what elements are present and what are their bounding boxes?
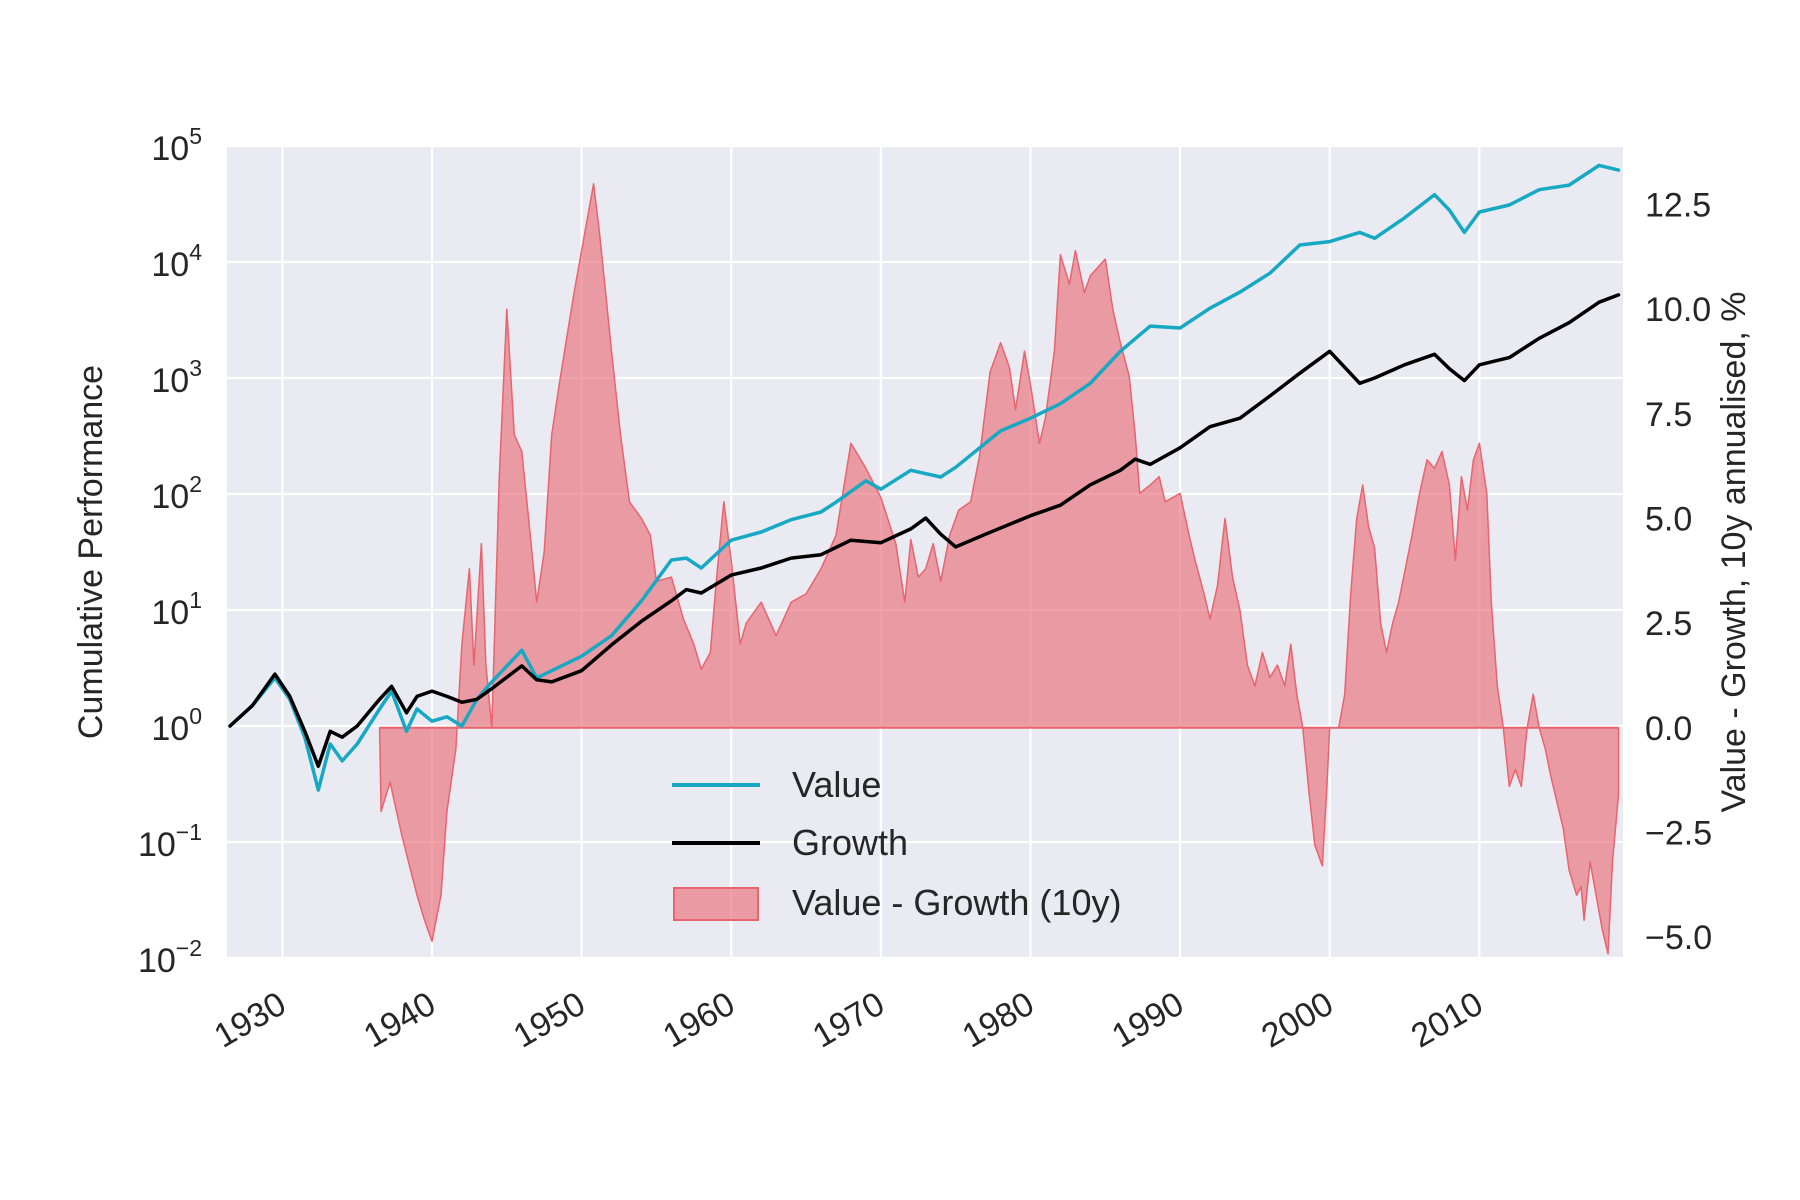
line-series-growth [228, 293, 1621, 768]
legend-label-spread: Value - Growth (10y) [792, 882, 1121, 923]
y-left-tick-label: 101 [151, 587, 202, 632]
y-axis-left-label: Cumulative Performance [72, 365, 110, 739]
y-right-tick-label: 7.5 [1645, 396, 1692, 434]
y-axis-right: −5.0 −2.5 0.0 2.5 5.0 7.5 10.0 12.5 [1645, 187, 1712, 957]
x-tick-label: 1990 [1106, 985, 1191, 1056]
legend: Value Growth Value - Growth (10y) [672, 764, 1121, 923]
y-left-tick-label: 10−1 [138, 819, 202, 864]
x-tick-label: 1980 [956, 985, 1041, 1056]
legend-swatch-spread [673, 887, 759, 921]
line-series-value [228, 163, 1621, 792]
x-tick-label: 1970 [806, 985, 891, 1056]
x-tick-label: 2000 [1255, 985, 1340, 1056]
y-right-tick-label: 12.5 [1645, 187, 1711, 225]
y-right-tick-label: −5.0 [1645, 919, 1712, 957]
x-tick-label: 2010 [1405, 985, 1490, 1056]
legend-label-growth: Growth [792, 822, 908, 863]
y-left-tick-label: 100 [151, 703, 202, 748]
x-tick-label: 1950 [507, 985, 592, 1056]
y-axis-right-label: Value - Growth, 10y annualised, % [1715, 292, 1753, 813]
x-axis: 1930 1940 1950 1960 1970 1980 1990 2000 2010 [208, 985, 1490, 1056]
area-layer [378, 182, 1620, 955]
x-tick-label: 1960 [657, 985, 742, 1056]
area-series-value-minus-growth [378, 182, 1620, 955]
line-layer [228, 163, 1621, 792]
y-axis-left: 10−2 10−1 100 101 102 103 104 105 [138, 123, 202, 980]
y-right-tick-label: 2.5 [1645, 605, 1692, 643]
y-left-tick-label: 105 [151, 123, 202, 168]
y-right-tick-label: 0.0 [1645, 710, 1692, 748]
y-left-tick-label: 104 [151, 239, 202, 284]
y-right-tick-label: 10.0 [1645, 291, 1711, 329]
y-right-tick-label: 5.0 [1645, 501, 1692, 539]
y-left-tick-label: 102 [151, 471, 202, 516]
x-tick-label: 1930 [208, 985, 293, 1056]
y-left-tick-label: 10−2 [138, 935, 202, 980]
y-left-tick-label: 103 [151, 355, 202, 400]
y-right-tick-label: −2.5 [1645, 814, 1712, 852]
plot-background [227, 146, 1623, 958]
legend-label-value: Value [792, 764, 881, 805]
x-tick-label: 1940 [358, 985, 443, 1056]
